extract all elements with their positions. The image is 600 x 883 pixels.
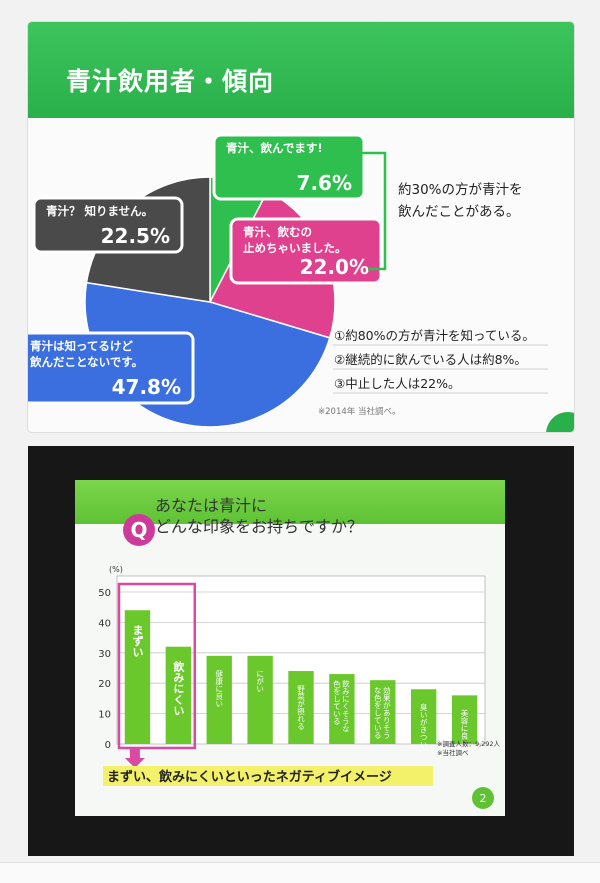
bar-category-label-line2: な色をしている bbox=[373, 686, 382, 739]
q-badge: Q bbox=[123, 514, 155, 546]
pie-slice-label: 青汁、飲んでます! bbox=[226, 141, 323, 155]
bar-category-label: 臭いがきつい bbox=[419, 702, 428, 748]
bar-category-label: にがい bbox=[255, 669, 264, 692]
pie-label-box bbox=[212, 133, 366, 201]
y-axis-unit: (%) bbox=[109, 565, 123, 574]
slide1-title: 青汁飲用者・傾向 bbox=[66, 67, 275, 96]
slide-bar-survey: あなたは青汁に どんな印象をお持ちですか？ Q 0 10 20 30 40 50 (%) ま… bbox=[75, 480, 505, 816]
y-tick-label: 10 bbox=[98, 710, 111, 721]
callout-text: まずい、飲みにくいといったネガティブイメージ bbox=[107, 769, 392, 785]
bracket-connector bbox=[348, 151, 387, 271]
bar bbox=[329, 674, 355, 744]
bar-category-label: 飲みにくそうな bbox=[341, 679, 350, 733]
bar-category-label: 効果がありそう bbox=[382, 685, 391, 739]
bar-category-label: 野菜が摂れる bbox=[296, 685, 305, 731]
point-3: ③中止した人は22%。 bbox=[334, 376, 461, 391]
bar-category-label: まずい bbox=[131, 624, 144, 657]
summary-line-1: 約30%の方が青汁を bbox=[398, 182, 523, 198]
y-tick-label: 0 bbox=[105, 740, 111, 751]
bar bbox=[124, 610, 151, 744]
bar bbox=[410, 689, 437, 744]
bar bbox=[370, 680, 396, 744]
pie-value-label: 22.5% bbox=[101, 224, 170, 248]
slide2-title-line2: どんな印象をお持ちですか？ bbox=[155, 517, 364, 536]
bar-category-label-line2: 色をしている bbox=[332, 679, 341, 726]
bar-category-label: 健康に良い bbox=[214, 668, 223, 707]
slide1-corner-dot bbox=[546, 412, 574, 432]
slide2-footnote-2: ※当社調べ bbox=[437, 748, 469, 757]
pie-slice-label: 青汁は知ってるけど bbox=[30, 339, 133, 353]
pie-slice-label: 止めちゃいました。 bbox=[243, 241, 347, 255]
pie-value-label: 47.8% bbox=[112, 375, 181, 399]
pie-slice-label: 飲んだことないです。 bbox=[29, 355, 143, 369]
slide1-header-band bbox=[28, 22, 574, 118]
point-2: ②継続的に飲んでいる人は約8%。 bbox=[334, 352, 527, 367]
bar bbox=[247, 655, 273, 744]
pie-label-box bbox=[32, 196, 184, 254]
bar bbox=[288, 671, 314, 744]
point-1: ①約80%の方が青汁を知っている。 bbox=[334, 328, 535, 343]
bottom-strip bbox=[0, 862, 600, 883]
page-number-badge bbox=[472, 787, 494, 809]
y-tick-label: 30 bbox=[98, 649, 111, 660]
callout-bg bbox=[103, 766, 433, 786]
bar-category-label: 飲みにくい bbox=[172, 659, 186, 715]
pie-value-label: 7.6% bbox=[297, 171, 352, 195]
bar bbox=[206, 655, 232, 744]
page-number: 2 bbox=[480, 792, 487, 805]
bar-category-label: 美容に良い bbox=[460, 708, 469, 747]
pie-value-label: 22.0% bbox=[300, 255, 369, 279]
summary-line-2: 飲んだことがある。 bbox=[398, 204, 520, 220]
y-tick-label: 50 bbox=[98, 588, 111, 599]
y-tick-label: 40 bbox=[98, 618, 111, 629]
pie-label-box bbox=[28, 331, 195, 405]
slide2-footnote-1: ※調査人数：9,292人 bbox=[437, 739, 501, 748]
y-tick-label: 20 bbox=[98, 679, 111, 690]
slide2-title-line1: あなたは青汁に bbox=[155, 496, 268, 515]
pie-slice-label: 青汁？ 知りません。 bbox=[46, 204, 153, 218]
pie-label-box bbox=[229, 217, 383, 285]
bar bbox=[451, 695, 478, 744]
down-arrow bbox=[124, 748, 145, 768]
slide-pie-survey: 青汁飲用者・傾向 青汁、飲んでます! 7.6% 青汁、飲むの 止めちゃいました。 22.… bbox=[28, 22, 574, 432]
bar bbox=[165, 646, 192, 744]
slide1-footnote: ※2014年 当社調べ。 bbox=[318, 406, 400, 417]
highlight-frame bbox=[117, 582, 197, 750]
pie-slice-label: 青汁、飲むの bbox=[243, 225, 312, 239]
